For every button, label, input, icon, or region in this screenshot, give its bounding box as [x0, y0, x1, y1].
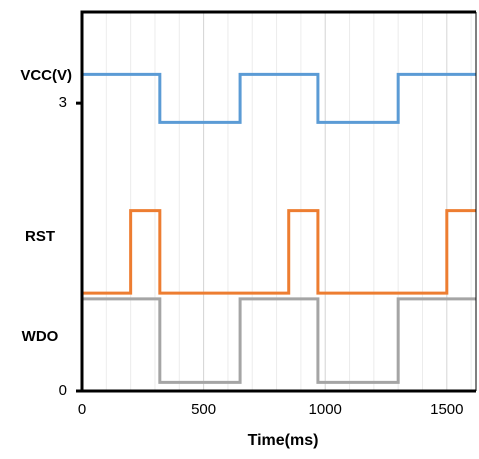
x-tick-label: 1000	[309, 401, 342, 418]
series-line	[82, 297, 476, 384]
x-tick-label: 1500	[430, 401, 463, 418]
x-tick-label: 500	[191, 401, 216, 418]
x-tick-label: 0	[78, 401, 86, 418]
x-axis-title: Time(ms)	[248, 432, 319, 449]
series-label: VCC(V)	[20, 67, 72, 84]
series-line	[82, 209, 476, 295]
series-line	[82, 72, 476, 124]
y-tick-label: 3	[59, 94, 67, 111]
series-label: RST	[25, 228, 55, 245]
y-tick-label: 0	[59, 382, 67, 399]
series-label: WDO	[22, 328, 59, 345]
